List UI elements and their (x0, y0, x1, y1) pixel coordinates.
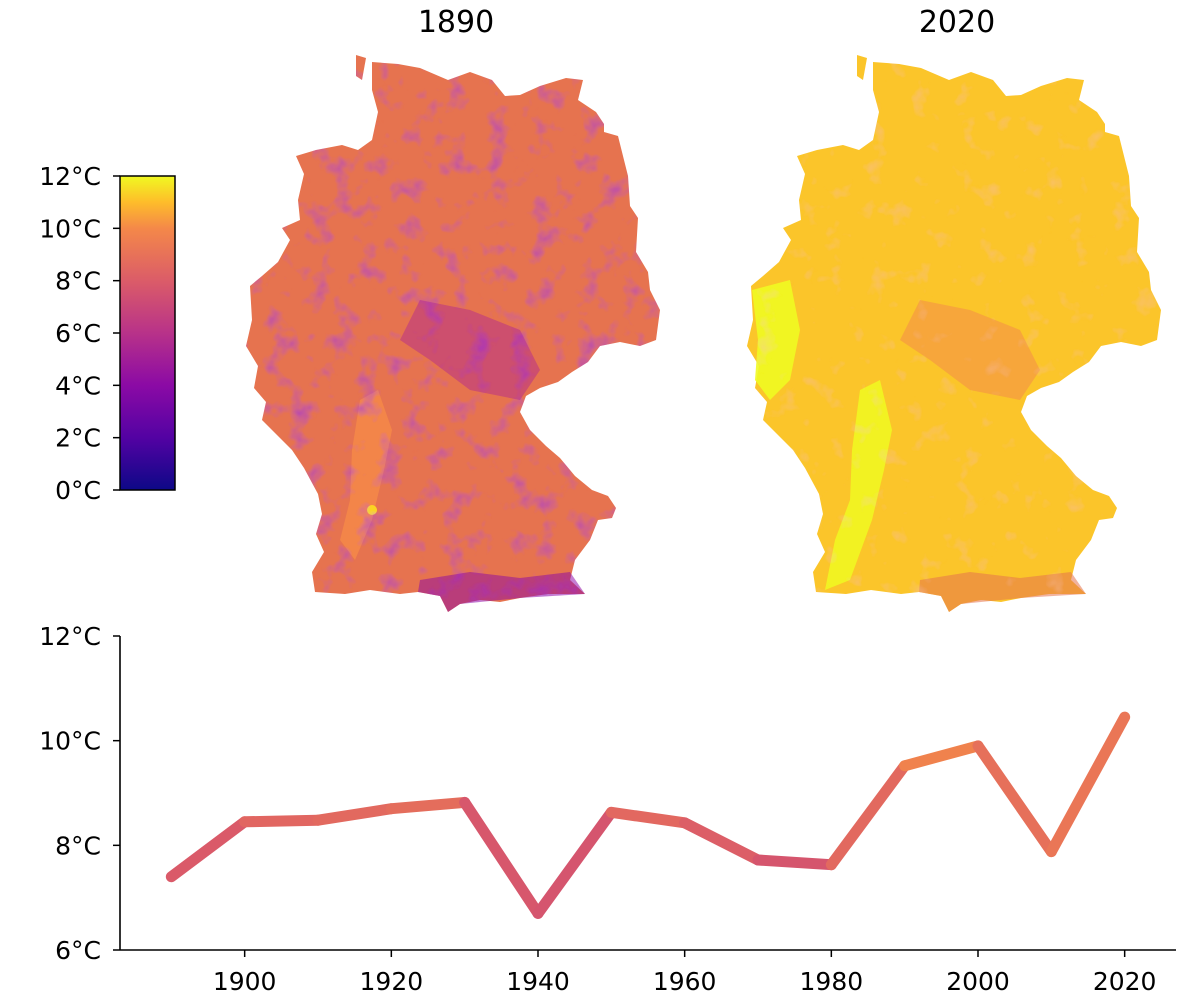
map-title-1890: 1890 (418, 5, 494, 40)
y-tick-label: 10°C (39, 727, 101, 756)
map-title-2020: 2020 (919, 5, 995, 40)
colorbar-tick-label: 6°C (55, 319, 101, 348)
line-segment (1045, 711, 1131, 858)
colorbar: 0°C 2°C 4°C 6°C 8°C 10°C 12°C (39, 162, 176, 505)
germany-2020-cool-south (919, 572, 1086, 612)
y-ticks: 6°C 8°C 10°C 12°C (39, 622, 120, 965)
line-segment (312, 803, 397, 826)
germany-1890-island (356, 55, 366, 80)
x-tick-label: 1940 (506, 967, 570, 996)
line-segment (532, 806, 617, 919)
germany-map-1890 (246, 55, 660, 612)
germany-1890-cool-uplands (400, 300, 540, 400)
y-tick-label: 12°C (39, 622, 101, 651)
colorbar-ticks: 0°C 2°C 4°C 6°C 8°C 10°C 12°C (39, 162, 120, 505)
x-ticks: 1900 1920 1940 1960 1980 2000 2020 (213, 950, 1157, 996)
germany-2020-cool-uplands (900, 300, 1040, 400)
colorbar-tick-label: 10°C (39, 214, 101, 243)
temperature-line (165, 711, 1131, 919)
line-segment (459, 796, 544, 919)
line-segment (679, 817, 764, 866)
y-tick-label: 8°C (55, 831, 101, 860)
y-tick-label: 6°C (55, 936, 101, 965)
germany-1890-warm-rhine (340, 390, 392, 560)
line-segment (899, 740, 984, 772)
line-segment (385, 796, 471, 815)
germany-map-2020 (747, 55, 1161, 612)
x-tick-label: 1960 (653, 967, 717, 996)
line-segment (239, 814, 324, 828)
x-tick-label: 1980 (800, 967, 864, 996)
line-segment (825, 760, 911, 871)
colorbar-tick-label: 12°C (39, 162, 101, 191)
line-segment (165, 816, 251, 883)
germany-2020-warm-rhine (825, 380, 892, 590)
germany-1890-cool-south (418, 572, 585, 612)
germany-2020-warm-west (752, 280, 800, 400)
x-tick-label: 2020 (1093, 967, 1157, 996)
colorbar-tick-label: 8°C (55, 267, 101, 296)
colorbar-tick-label: 2°C (55, 424, 101, 453)
colorbar-gradient (119, 175, 176, 491)
germany-2020-island (857, 55, 867, 80)
line-chart: 6°C 8°C 10°C 12°C 1900 1920 1940 1960 1980 2000 2… (39, 622, 1176, 996)
colorbar-tick-label: 0°C (55, 476, 101, 505)
x-tick-label: 1920 (360, 967, 424, 996)
line-segment (752, 854, 837, 871)
x-tick-label: 1900 (213, 967, 277, 996)
colorbar-tick-label: 4°C (55, 371, 101, 400)
line-segment (972, 740, 1057, 858)
line-segment (605, 806, 691, 829)
x-tick-label: 2000 (946, 967, 1010, 996)
germany-1890-hotspot (367, 505, 377, 515)
